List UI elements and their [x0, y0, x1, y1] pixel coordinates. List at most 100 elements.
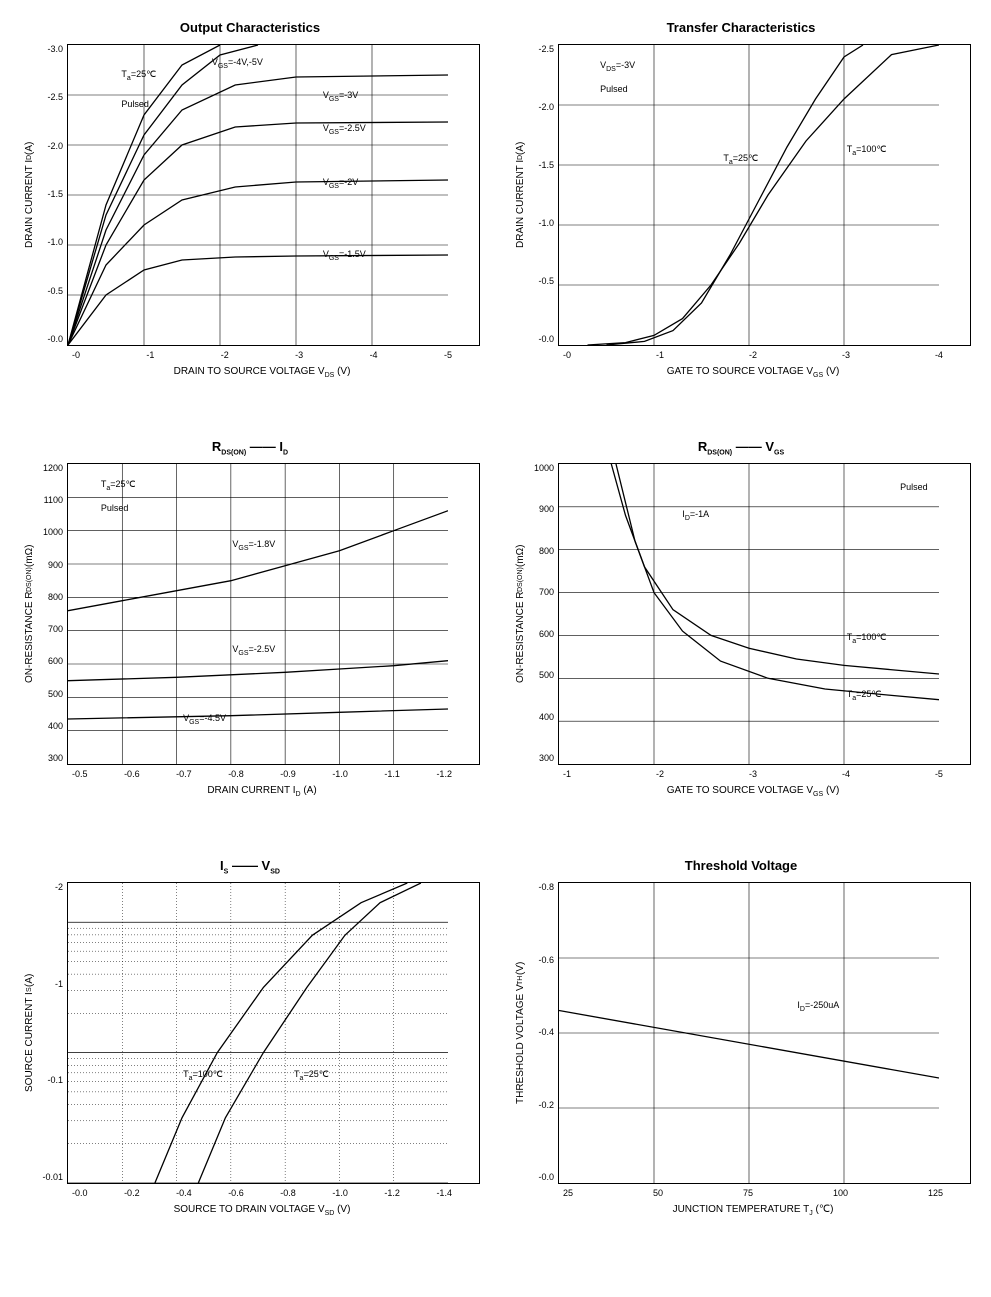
annotation: VGS=-4.5V	[183, 713, 226, 726]
y-axis-label: SOURCE CURRENT IS (A)	[20, 882, 35, 1184]
y-tick: -1.0	[526, 218, 554, 228]
chart-transfer: Transfer Characteristics DRAIN CURRENT ID…	[511, 20, 971, 379]
annotation: Ta=25℃	[847, 689, 882, 702]
curve	[588, 45, 940, 345]
x-tick: -1.2	[436, 769, 452, 779]
y-ticks: -2.5-2.0-1.5-1.0-0.5-0.0	[526, 44, 558, 344]
y-tick: -2	[35, 882, 63, 892]
curve	[616, 464, 939, 700]
x-tick: -0.6	[124, 769, 140, 779]
y-tick: 1000	[35, 527, 63, 537]
y-tick: -1.5	[526, 160, 554, 170]
x-tick: -1	[146, 350, 154, 360]
y-tick: 600	[526, 629, 554, 639]
y-axis-label: DRAIN CURRENT ID (A)	[511, 44, 526, 346]
chart-title: Transfer Characteristics	[511, 20, 971, 38]
x-tick: -1	[656, 350, 664, 360]
y-tick: 500	[35, 689, 63, 699]
y-ticks: 120011001000900800700600500400300	[35, 463, 67, 763]
chart-title: Output Characteristics	[20, 20, 480, 38]
annotation: Ta=100℃	[847, 144, 887, 157]
y-axis-label: DRAIN CURRENT ID (A)	[20, 44, 35, 346]
y-axis-label: ON-RESISTANCE RDS(ON) (mΩ)	[20, 463, 35, 765]
x-tick: -2	[749, 350, 757, 360]
y-tick: -0.01	[35, 1172, 63, 1182]
annotation: VGS=-3V	[323, 90, 358, 103]
x-tick: -0.8	[228, 769, 244, 779]
annotation: Ta=100℃	[847, 632, 887, 645]
x-tick: -4	[935, 350, 943, 360]
row-3: IS —— VSD SOURCE CURRENT IS (A)-2 -1 -0.1 -0…	[20, 858, 971, 1217]
y-tick: -0.6	[526, 955, 554, 965]
x-tick: -4	[842, 769, 850, 779]
annotation: Pulsed	[900, 482, 928, 492]
y-tick: -1	[35, 979, 63, 989]
annotation: Ta=25℃	[294, 1069, 329, 1082]
y-ticks: -2 -1 -0.1 -0.01	[35, 882, 67, 1182]
x-axis-label: GATE TO SOURCE VOLTAGE VGS (V)	[563, 785, 943, 798]
y-tick: -0.1	[35, 1075, 63, 1085]
chart-title: RDS(ON) —— ID	[20, 439, 480, 457]
y-tick: 500	[526, 670, 554, 680]
x-tick: -3	[295, 350, 303, 360]
y-tick: -2.5	[35, 92, 63, 102]
y-tick: 800	[526, 546, 554, 556]
datasheet-page: Output Characteristics DRAIN CURRENT ID (…	[20, 20, 971, 1217]
x-tick: -0	[72, 350, 80, 360]
annotation: Pulsed	[101, 503, 129, 513]
annotation: VGS=-1.5V	[323, 249, 366, 262]
x-tick: -1.1	[384, 769, 400, 779]
y-tick: 300	[526, 753, 554, 763]
y-tick: -1.0	[35, 237, 63, 247]
x-ticks: -0.5-0.6-0.7-0.8-0.9-1.0-1.1-1.2	[72, 769, 452, 779]
y-tick: 600	[35, 656, 63, 666]
y-tick: -3.0	[35, 44, 63, 54]
x-axis-label: SOURCE TO DRAIN VOLTAGE VSD (V)	[72, 1204, 452, 1217]
chart-title: Threshold Voltage	[511, 858, 971, 876]
curve	[68, 511, 448, 611]
chart-title: IS —— VSD	[20, 858, 480, 876]
y-tick: 700	[526, 587, 554, 597]
y-ticks: -0.8 -0.6 -0.4 -0.2 -0.0	[526, 882, 558, 1182]
annotation: VGS=-4V,-5V	[212, 57, 263, 70]
y-tick: -2.0	[35, 141, 63, 151]
y-tick: -0.5	[35, 286, 63, 296]
annotation: VGS=-2.5V	[232, 644, 275, 657]
annotation: VGS=-2.5V	[323, 123, 366, 136]
plot-area: ID=-250uA	[558, 882, 971, 1184]
y-tick: -1.5	[35, 189, 63, 199]
curve	[607, 45, 864, 345]
annotation: VGS=-2V	[323, 177, 358, 190]
y-tick: 1100	[35, 495, 63, 505]
y-tick: 1200	[35, 463, 63, 473]
y-tick: 700	[35, 624, 63, 634]
curve	[68, 709, 448, 719]
y-tick: -0.0	[526, 1172, 554, 1182]
x-tick: -0	[563, 350, 571, 360]
chart-is-vsd: IS —— VSD SOURCE CURRENT IS (A)-2 -1 -0.1 -0…	[20, 858, 480, 1217]
annotation: Ta=100℃	[183, 1069, 223, 1082]
y-tick: -0.0	[35, 334, 63, 344]
y-axis-label: THRESHOLD VOLTAGE VTH (V)	[511, 882, 526, 1184]
y-tick: 900	[526, 504, 554, 514]
y-tick: -0.2	[526, 1100, 554, 1110]
x-tick: -4	[370, 350, 378, 360]
x-tick: -5	[444, 350, 452, 360]
x-tick: -0.9	[280, 769, 296, 779]
annotation: Ta=25℃	[101, 479, 136, 492]
y-tick: 400	[526, 712, 554, 722]
x-tick: -1.0	[332, 769, 348, 779]
chart-title: RDS(ON) —— VGS	[511, 439, 971, 457]
y-tick: -2.0	[526, 102, 554, 112]
y-tick: -2.5	[526, 44, 554, 54]
plot-area: PulsedID=-1ATa=100℃Ta=25℃	[558, 463, 971, 765]
annotation: VDS=-3V	[600, 60, 635, 73]
y-tick: -0.4	[526, 1027, 554, 1037]
y-tick: 800	[35, 592, 63, 602]
row-2: RDS(ON) —— ID ON-RESISTANCE RDS(ON) (mΩ)1…	[20, 439, 971, 798]
annotation: VGS=-1.8V	[232, 539, 275, 552]
x-axis-label: DRAIN CURRENT ID (A)	[72, 785, 452, 798]
plot-area: Ta=25℃ Pulsed VGS=-1.8V VGS=-2.5V VGS=-4.5V	[67, 463, 480, 765]
chart-vth: Threshold Voltage THRESHOLD VOLTAGE VTH (…	[511, 858, 971, 1217]
y-tick: -0.8	[526, 882, 554, 892]
